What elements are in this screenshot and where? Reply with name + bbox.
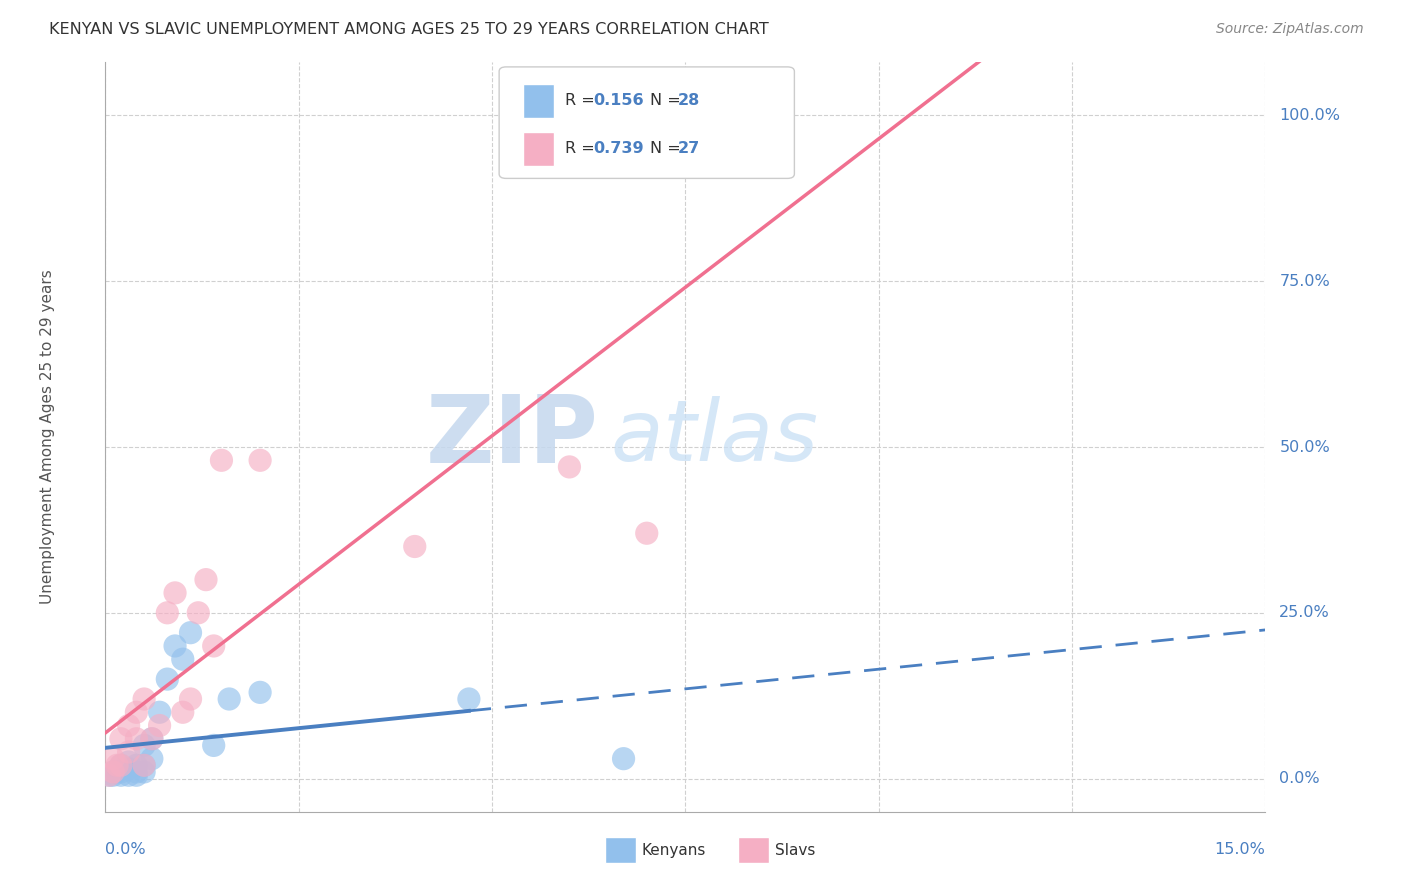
Ellipse shape [101, 760, 125, 783]
Ellipse shape [101, 764, 125, 787]
Ellipse shape [156, 601, 179, 624]
Ellipse shape [117, 757, 141, 780]
Text: 25.0%: 25.0% [1279, 606, 1330, 620]
Ellipse shape [98, 764, 121, 787]
Ellipse shape [156, 667, 179, 690]
Ellipse shape [110, 727, 132, 750]
Text: 75.0%: 75.0% [1279, 274, 1330, 289]
Ellipse shape [110, 764, 132, 787]
Ellipse shape [132, 734, 156, 757]
Text: atlas: atlas [610, 395, 818, 479]
Ellipse shape [117, 714, 141, 737]
Ellipse shape [110, 760, 132, 783]
Ellipse shape [596, 91, 620, 114]
Ellipse shape [179, 621, 202, 644]
Ellipse shape [125, 754, 148, 777]
Ellipse shape [148, 714, 172, 737]
Ellipse shape [98, 764, 121, 787]
Text: R =: R = [565, 141, 600, 156]
Ellipse shape [117, 750, 141, 773]
Ellipse shape [105, 754, 129, 777]
Ellipse shape [636, 522, 658, 545]
Ellipse shape [148, 700, 172, 724]
Text: Unemployment Among Ages 25 to 29 years: Unemployment Among Ages 25 to 29 years [39, 269, 55, 605]
Text: 50.0%: 50.0% [1279, 440, 1330, 455]
Text: 28: 28 [678, 93, 700, 108]
Ellipse shape [110, 754, 132, 777]
Text: R =: R = [565, 93, 600, 108]
Ellipse shape [194, 568, 218, 591]
Ellipse shape [187, 601, 209, 624]
Ellipse shape [125, 760, 148, 783]
Ellipse shape [141, 727, 163, 750]
Ellipse shape [105, 760, 129, 783]
Ellipse shape [125, 764, 148, 787]
Ellipse shape [110, 754, 132, 777]
Text: N =: N = [650, 141, 686, 156]
Text: 15.0%: 15.0% [1215, 842, 1265, 856]
Text: 27: 27 [678, 141, 700, 156]
Text: N =: N = [650, 93, 686, 108]
Ellipse shape [141, 747, 163, 771]
Ellipse shape [612, 747, 636, 771]
Ellipse shape [209, 449, 233, 472]
Text: 100.0%: 100.0% [1279, 108, 1340, 123]
Ellipse shape [141, 727, 163, 750]
Ellipse shape [132, 754, 156, 777]
Text: ZIP: ZIP [426, 391, 599, 483]
Ellipse shape [457, 688, 481, 711]
Ellipse shape [202, 634, 225, 657]
Text: Source: ZipAtlas.com: Source: ZipAtlas.com [1216, 22, 1364, 37]
Ellipse shape [163, 634, 187, 657]
Ellipse shape [202, 734, 225, 757]
Ellipse shape [125, 700, 148, 724]
Text: 0.0%: 0.0% [1279, 771, 1320, 786]
Ellipse shape [163, 582, 187, 605]
Text: 0.739: 0.739 [593, 141, 644, 156]
Text: Kenyans: Kenyans [641, 843, 706, 857]
Text: 0.156: 0.156 [593, 93, 644, 108]
Ellipse shape [125, 727, 148, 750]
Text: Slavs: Slavs [775, 843, 815, 857]
Ellipse shape [404, 535, 426, 558]
Ellipse shape [218, 688, 240, 711]
Ellipse shape [172, 700, 194, 724]
Ellipse shape [179, 688, 202, 711]
Ellipse shape [249, 681, 271, 704]
Ellipse shape [558, 455, 581, 478]
Ellipse shape [101, 747, 125, 771]
Ellipse shape [249, 449, 271, 472]
Ellipse shape [172, 648, 194, 671]
Ellipse shape [101, 760, 125, 783]
Ellipse shape [117, 764, 141, 787]
Text: 0.0%: 0.0% [105, 842, 146, 856]
Ellipse shape [132, 754, 156, 777]
Ellipse shape [132, 760, 156, 783]
Text: KENYAN VS SLAVIC UNEMPLOYMENT AMONG AGES 25 TO 29 YEARS CORRELATION CHART: KENYAN VS SLAVIC UNEMPLOYMENT AMONG AGES… [49, 22, 769, 37]
Ellipse shape [117, 740, 141, 764]
Ellipse shape [132, 688, 156, 711]
